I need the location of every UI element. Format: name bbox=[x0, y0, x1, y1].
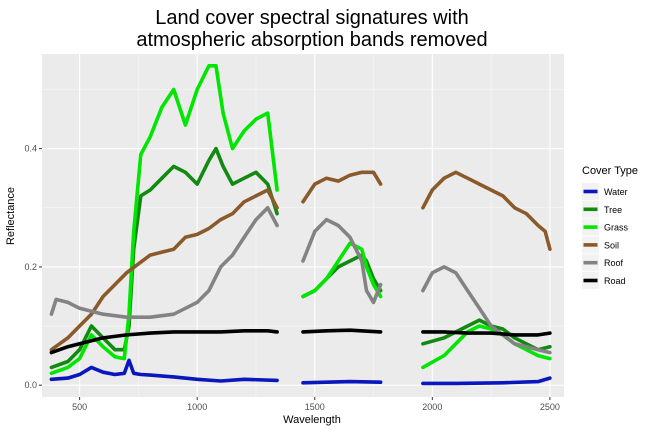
legend-label: Road bbox=[604, 276, 626, 286]
legend: Cover Type Water Tree Grass Soil Roof Road bbox=[582, 165, 638, 289]
legend-label: Roof bbox=[604, 258, 624, 268]
x-axis-label: Wavelength bbox=[283, 414, 341, 426]
legend-label: Grass bbox=[604, 223, 629, 233]
series-line-road bbox=[421, 330, 552, 337]
grid-major bbox=[42, 54, 564, 397]
x-tick-label: 2500 bbox=[540, 402, 560, 412]
plot-panel bbox=[42, 54, 564, 397]
y-tick-label: 0.2 bbox=[24, 262, 37, 272]
legend-item-water: Water bbox=[582, 183, 628, 200]
legend-item-road: Road bbox=[582, 272, 626, 289]
series-line-road bbox=[49, 329, 279, 355]
y-axis: 0.0 0.2 0.4 bbox=[24, 144, 42, 390]
series-line-roof bbox=[301, 217, 383, 305]
chart-title-line: atmospheric absorption bands removed bbox=[136, 29, 487, 51]
series-line-roof bbox=[49, 206, 279, 319]
series-line-grass bbox=[49, 64, 279, 376]
series-line-roof bbox=[421, 265, 552, 355]
series-line-soil bbox=[421, 170, 552, 251]
series-lines bbox=[49, 64, 552, 386]
series-line-tree bbox=[49, 146, 279, 370]
chart-title-line: Land cover spectral signatures with bbox=[155, 7, 469, 29]
x-tick-label: 1500 bbox=[305, 402, 325, 412]
series-line-water bbox=[421, 376, 552, 386]
legend-items: Water Tree Grass Soil Roof Road bbox=[582, 183, 629, 289]
chart-title: Land cover spectral signatures withatmos… bbox=[136, 7, 487, 51]
series-road bbox=[49, 328, 552, 355]
series-line-soil bbox=[301, 170, 383, 204]
x-tick-label: 500 bbox=[72, 402, 87, 412]
series-water bbox=[49, 358, 552, 386]
legend-item-tree: Tree bbox=[582, 200, 622, 218]
legend-label: Tree bbox=[604, 205, 622, 215]
legend-label: Soil bbox=[604, 240, 619, 250]
x-tick-label: 2000 bbox=[422, 402, 442, 412]
series-roof bbox=[49, 206, 552, 355]
series-line-grass bbox=[421, 324, 552, 370]
series-grass bbox=[49, 64, 552, 376]
y-axis-label: Reflectance bbox=[5, 187, 17, 245]
legend-item-soil: Soil bbox=[582, 236, 619, 254]
legend-item-roof: Roof bbox=[582, 254, 624, 272]
y-tick-label: 0.0 bbox=[24, 380, 37, 390]
x-tick-label: 1000 bbox=[187, 402, 207, 412]
series-line-grass bbox=[301, 241, 383, 299]
legend-title: Cover Type bbox=[582, 165, 638, 177]
x-axis: 500 1000 1500 2000 2500 bbox=[72, 397, 560, 412]
series-line-water bbox=[301, 379, 383, 385]
legend-item-grass: Grass bbox=[582, 218, 629, 236]
y-tick-label: 0.4 bbox=[24, 144, 37, 154]
series-line-water bbox=[49, 358, 279, 383]
legend-label: Water bbox=[604, 187, 628, 197]
series-line-road bbox=[301, 328, 383, 334]
